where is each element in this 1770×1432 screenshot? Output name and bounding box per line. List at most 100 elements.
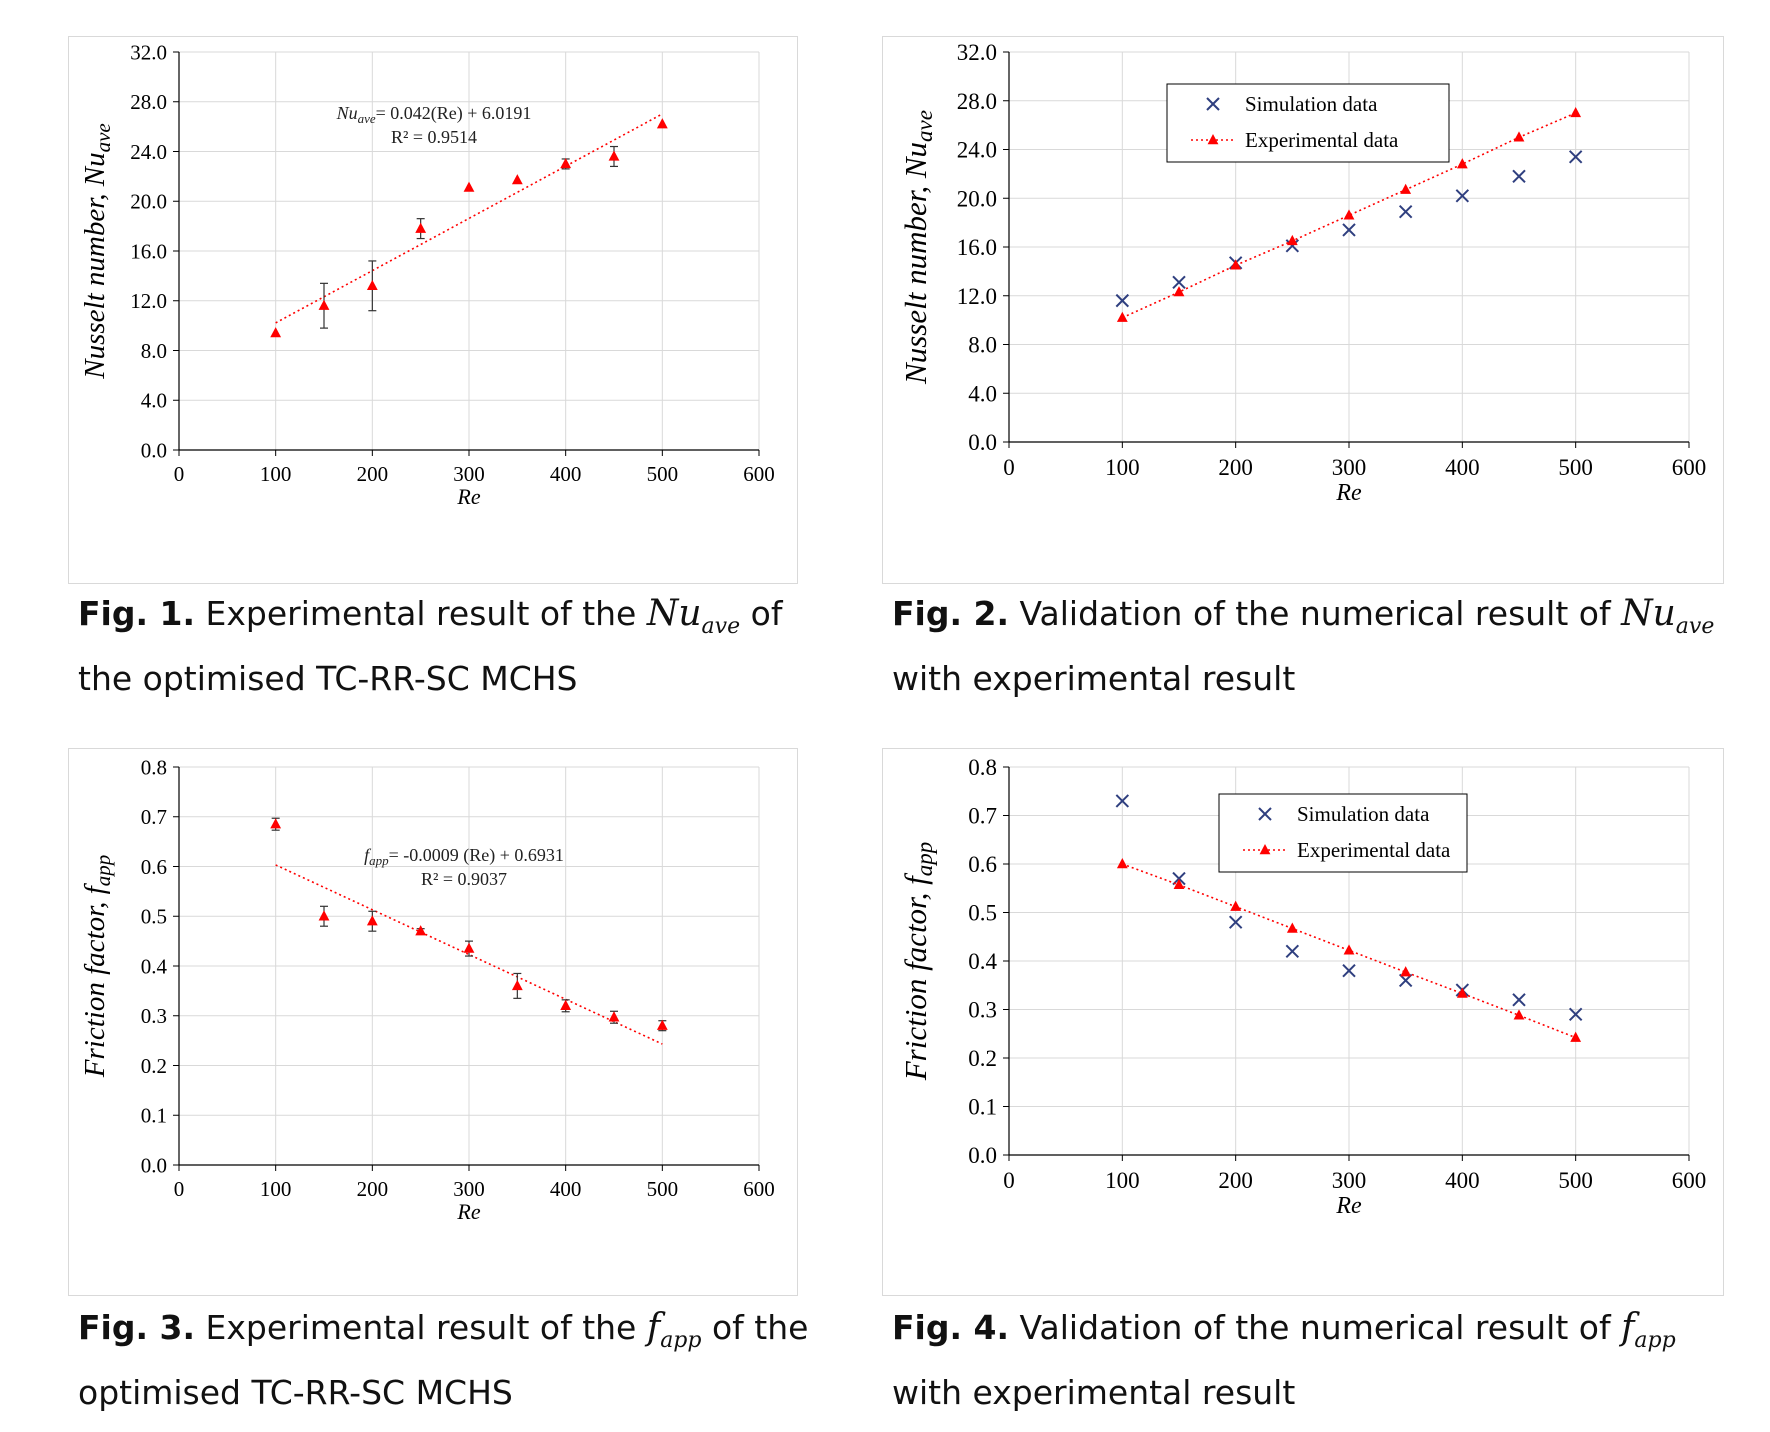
y-tick-label: 8.0 bbox=[141, 339, 167, 363]
x-axis-label: Re bbox=[1335, 480, 1362, 506]
data-point bbox=[560, 157, 572, 169]
y-tick-label: 0.3 bbox=[141, 1004, 167, 1028]
y-axis-label: Nusselt number, Nuave bbox=[898, 110, 937, 385]
y-tick-label: 20.0 bbox=[957, 186, 997, 211]
x-tick-label: 300 bbox=[453, 462, 485, 486]
y-tick-label: 16.0 bbox=[130, 239, 167, 263]
caption-text-end: of the optimised TC-RR-SC MCHS bbox=[78, 1308, 809, 1413]
caption-text-end: of the optimised TC-RR-SC MCHS bbox=[78, 594, 783, 699]
y-tick-label: 0.4 bbox=[141, 954, 168, 978]
y-tick-label: 0.0 bbox=[141, 438, 167, 462]
data-point bbox=[1228, 915, 1243, 929]
y-tick-label: 0.7 bbox=[968, 804, 997, 829]
caption-fig-label: Fig. 3. bbox=[78, 1308, 195, 1347]
chart-frame-fig1: 0.0 4.0 8.0 12.0 16.0 20.0 24.0 28.0 32.0 0 100 200… bbox=[68, 36, 798, 584]
y-tick-label: 0.6 bbox=[141, 855, 167, 879]
x-tick-label: 0 bbox=[174, 1177, 185, 1201]
data-point bbox=[463, 942, 475, 953]
data-point bbox=[1342, 223, 1356, 237]
x-tick-label: 400 bbox=[550, 1177, 582, 1201]
chart-frame-fig3: 0.0 0.1 0.2 0.3 0.4 0.5 0.6 0.7 0.8 0 100 200 300 400… bbox=[68, 748, 798, 1296]
data-point bbox=[1173, 286, 1185, 297]
data-point bbox=[1400, 966, 1412, 977]
x-tick-label: 400 bbox=[550, 462, 582, 486]
y-tick-label: 0.3 bbox=[968, 998, 997, 1023]
data-point bbox=[1568, 150, 1583, 164]
y-tick-label: 16.0 bbox=[957, 235, 997, 260]
trendline bbox=[275, 113, 663, 324]
chart-frame-fig2: 0.0 4.0 8.0 12.0 16.0 20.0 24.0 28.0 32.0 0 100 200… bbox=[882, 36, 1724, 584]
chart-fig3: 0.0 0.1 0.2 0.3 0.4 0.5 0.6 0.7 0.8 0 100 200 300 400… bbox=[79, 755, 775, 1224]
x-tick-label: 600 bbox=[743, 462, 775, 486]
series-data bbox=[270, 817, 668, 1032]
caption-text-end: with experimental result bbox=[892, 1373, 1296, 1413]
x-tick-label: 200 bbox=[357, 1177, 389, 1201]
data-point bbox=[1343, 944, 1355, 955]
data-point bbox=[1456, 987, 1468, 998]
data-point bbox=[1285, 239, 1300, 253]
series-experimental-data bbox=[1116, 106, 1582, 322]
data-point bbox=[463, 181, 475, 192]
data-point bbox=[1230, 900, 1242, 911]
data-point bbox=[1570, 106, 1582, 118]
x-tick-label: 500 bbox=[647, 1177, 679, 1201]
data-point bbox=[1286, 922, 1298, 933]
legend-label: Simulation data bbox=[1245, 92, 1378, 116]
y-tick-label: 0.5 bbox=[968, 901, 997, 926]
x-axis-label: Re bbox=[456, 1199, 480, 1224]
x-tick-label: 300 bbox=[453, 1177, 485, 1201]
legend: Simulation data Experimental data bbox=[1166, 83, 1450, 163]
x-tick-label: 100 bbox=[1105, 455, 1140, 480]
legend-label: Experimental data bbox=[1245, 128, 1399, 152]
legend-marker bbox=[1206, 97, 1220, 111]
data-point bbox=[1115, 293, 1130, 308]
x-axis-label: Re bbox=[456, 484, 480, 509]
legend-marker bbox=[1259, 844, 1271, 855]
y-tick-label: 0.2 bbox=[968, 1046, 997, 1071]
caption-text-end: with experimental result bbox=[892, 659, 1296, 699]
x-axis-label: Re bbox=[1335, 1193, 1362, 1219]
y-tick-label: 0.8 bbox=[141, 755, 167, 779]
series-simulation-data bbox=[1115, 794, 1583, 1022]
y-tick-label: 0.1 bbox=[968, 1095, 997, 1120]
x-tick-label: 500 bbox=[647, 462, 679, 486]
data-point bbox=[608, 1011, 620, 1022]
x-tick-label: 500 bbox=[1558, 1168, 1593, 1193]
data-point bbox=[511, 979, 523, 991]
data-point bbox=[1398, 204, 1413, 219]
x-tick-label: 100 bbox=[1105, 1168, 1140, 1193]
chart-frame-fig4: 0.0 0.1 0.2 0.3 0.4 0.5 0.6 0.7 0.8 0 100 200 300 400… bbox=[882, 748, 1724, 1296]
data-point bbox=[1343, 209, 1355, 220]
x-tick-label: 500 bbox=[1558, 455, 1593, 480]
y-axis-label: Friction factor, fapp bbox=[898, 842, 937, 1082]
legend-marker bbox=[1258, 807, 1272, 821]
data-point bbox=[270, 818, 282, 829]
y-tick-label: 0.0 bbox=[968, 1143, 997, 1168]
legend-marker bbox=[1207, 134, 1219, 145]
y-tick-label: 8.0 bbox=[968, 333, 997, 358]
data-point bbox=[511, 174, 523, 185]
x-tick-label: 100 bbox=[260, 462, 292, 486]
y-tick-label: 0.0 bbox=[968, 430, 997, 455]
x-tick-label: 400 bbox=[1445, 1168, 1480, 1193]
y-tick-label: 28.0 bbox=[130, 90, 167, 114]
y-tick-label: 4.0 bbox=[141, 389, 167, 413]
legend-label: Simulation data bbox=[1297, 802, 1430, 826]
trendline bbox=[275, 864, 663, 1045]
series-experimental-data bbox=[1116, 858, 1582, 1042]
y-tick-label: 24.0 bbox=[957, 138, 997, 163]
data-point bbox=[1568, 1007, 1583, 1022]
data-point bbox=[1172, 275, 1186, 290]
x-tick-label: 0 bbox=[174, 462, 185, 486]
y-tick-label: 4.0 bbox=[968, 381, 997, 406]
caption-symbol: fapp bbox=[1621, 1307, 1676, 1354]
data-point bbox=[415, 222, 427, 233]
caption-fig-label: Fig. 1. bbox=[78, 594, 195, 633]
x-tick-label: 200 bbox=[357, 462, 389, 486]
x-tick-label: 300 bbox=[1332, 455, 1367, 480]
data-point bbox=[1570, 1031, 1582, 1042]
caption-text: Validation of the numerical result of bbox=[1019, 594, 1611, 633]
data-point bbox=[318, 910, 330, 921]
series-line bbox=[1122, 863, 1576, 1039]
data-point bbox=[1342, 963, 1356, 978]
